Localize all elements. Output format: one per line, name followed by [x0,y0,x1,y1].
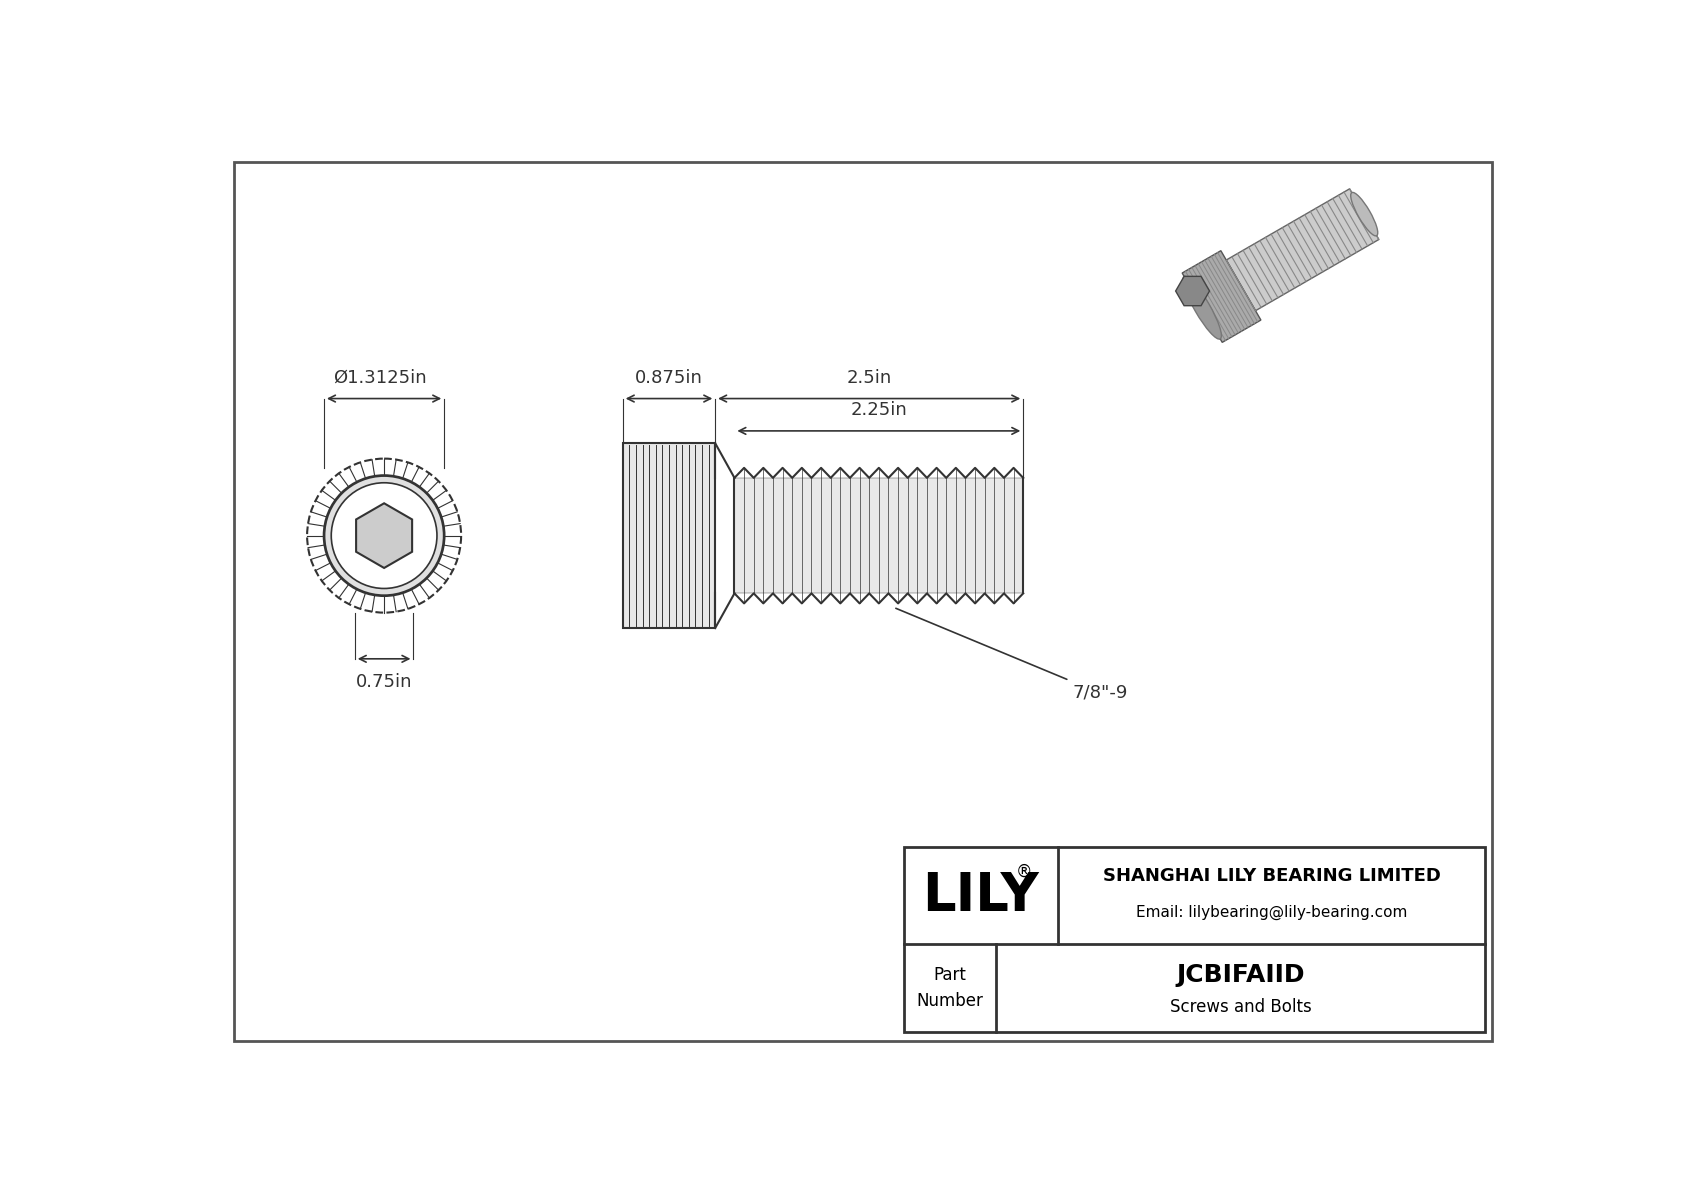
Bar [734,478,1024,593]
Bar [623,443,716,628]
Text: ®: ® [1015,862,1032,880]
Bar [904,848,1485,1033]
Circle shape [306,459,461,612]
Circle shape [332,482,436,588]
Text: Screws and Bolts: Screws and Bolts [1170,998,1312,1016]
Text: 0.875in: 0.875in [635,369,702,387]
Text: 0.75in: 0.75in [355,673,413,691]
Text: 7/8"-9: 7/8"-9 [1073,684,1128,701]
Ellipse shape [1182,276,1221,339]
Text: 2.5in: 2.5in [847,369,893,387]
Bar [1182,250,1261,342]
Text: Email: lilybearing@lily-bearing.com: Email: lilybearing@lily-bearing.com [1135,905,1408,921]
Bar [1226,189,1379,311]
Text: SHANGHAI LILY BEARING LIMITED: SHANGHAI LILY BEARING LIMITED [1103,867,1440,885]
Text: 2.25in: 2.25in [850,401,908,419]
Text: Part
Number: Part Number [916,966,983,1010]
Ellipse shape [1351,193,1378,236]
Text: LILY: LILY [923,869,1039,922]
Text: JCBIFAIID: JCBIFAIID [1177,964,1305,987]
Circle shape [323,475,445,596]
Text: Ø1.3125in: Ø1.3125in [333,369,428,387]
Polygon shape [355,504,413,568]
Polygon shape [1175,276,1209,306]
